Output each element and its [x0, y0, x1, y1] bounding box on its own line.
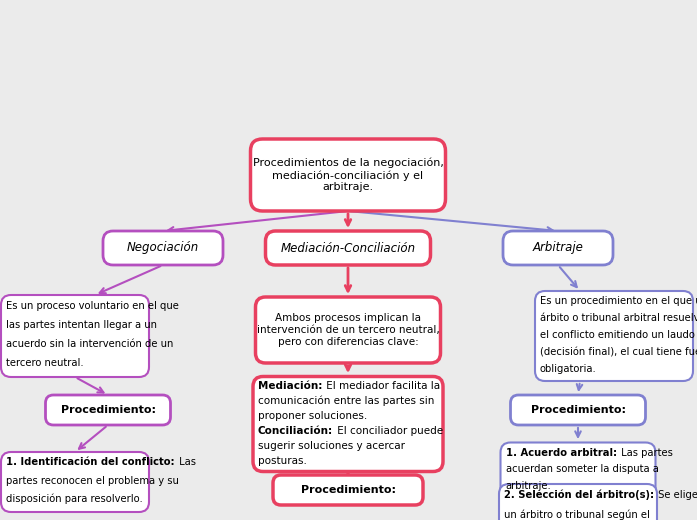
FancyBboxPatch shape — [500, 443, 655, 498]
Text: Las: Las — [176, 458, 196, 467]
Text: posturas.: posturas. — [258, 457, 307, 466]
Text: Procedimiento:: Procedimiento: — [300, 485, 395, 495]
Text: 2. Selección del árbitro(s):: 2. Selección del árbitro(s): — [504, 490, 654, 500]
Text: acuerdo sin la intervención de un: acuerdo sin la intervención de un — [6, 339, 174, 349]
Text: Las partes: Las partes — [618, 448, 673, 458]
FancyBboxPatch shape — [253, 376, 443, 472]
Text: 1. Identificación del conflicto:: 1. Identificación del conflicto: — [6, 458, 175, 467]
Text: Conciliación:: Conciliación: — [258, 426, 333, 436]
FancyBboxPatch shape — [510, 395, 645, 425]
Text: El conciliador puede: El conciliador puede — [334, 426, 443, 436]
Text: Procedimiento:: Procedimiento: — [530, 405, 625, 415]
Text: árbito o tribunal arbitral resuelve: árbito o tribunal arbitral resuelve — [540, 313, 697, 323]
Text: Procedimientos de la negociación,
mediación-conciliación y el
arbitraje.: Procedimientos de la negociación, mediac… — [252, 158, 443, 192]
Text: acuerdan someter la disputa a: acuerdan someter la disputa a — [505, 464, 659, 474]
Text: Procedimiento:: Procedimiento: — [61, 405, 155, 415]
Text: 1. Acuerdo arbitral:: 1. Acuerdo arbitral: — [505, 448, 617, 458]
Text: Es un procedimiento en el que un: Es un procedimiento en el que un — [540, 296, 697, 306]
FancyBboxPatch shape — [499, 484, 657, 520]
Text: Se elige: Se elige — [655, 490, 697, 500]
FancyBboxPatch shape — [1, 295, 149, 377]
Text: Negociación: Negociación — [127, 241, 199, 254]
Text: (decisión final), el cual tiene fuerza: (decisión final), el cual tiene fuerza — [540, 347, 697, 357]
Text: disposición para resolverlo.: disposición para resolverlo. — [6, 493, 143, 504]
Text: Es un proceso voluntario en el que: Es un proceso voluntario en el que — [6, 301, 179, 311]
Text: partes reconocen el problema y su: partes reconocen el problema y su — [6, 476, 179, 486]
Text: proponer soluciones.: proponer soluciones. — [258, 411, 367, 421]
Text: Arbitraje: Arbitraje — [533, 241, 583, 254]
FancyBboxPatch shape — [250, 139, 445, 211]
Text: tercero neutral.: tercero neutral. — [6, 358, 84, 368]
FancyBboxPatch shape — [256, 297, 441, 363]
FancyBboxPatch shape — [266, 231, 431, 265]
FancyBboxPatch shape — [273, 475, 423, 505]
Text: sugerir soluciones y acercar: sugerir soluciones y acercar — [258, 441, 405, 451]
Text: Mediación:: Mediación: — [258, 381, 323, 391]
Text: Ambos procesos implican la
intervención de un tercero neutral,
pero con diferenc: Ambos procesos implican la intervención … — [256, 314, 439, 347]
Text: arbitraje.: arbitraje. — [505, 481, 551, 491]
Text: comunicación entre las partes sin: comunicación entre las partes sin — [258, 396, 434, 406]
FancyBboxPatch shape — [535, 291, 693, 381]
FancyBboxPatch shape — [1, 452, 149, 512]
Text: las partes intentan llegar a un: las partes intentan llegar a un — [6, 320, 157, 330]
Text: un árbitro o tribunal según el: un árbitro o tribunal según el — [504, 510, 650, 520]
Text: Mediación-Conciliación: Mediación-Conciliación — [280, 241, 415, 254]
FancyBboxPatch shape — [103, 231, 223, 265]
FancyBboxPatch shape — [503, 231, 613, 265]
FancyBboxPatch shape — [45, 395, 171, 425]
Text: obligatoria.: obligatoria. — [540, 364, 597, 374]
Text: El mediador facilita la: El mediador facilita la — [323, 381, 441, 391]
Text: el conflicto emitiendo un laudo: el conflicto emitiendo un laudo — [540, 330, 695, 340]
